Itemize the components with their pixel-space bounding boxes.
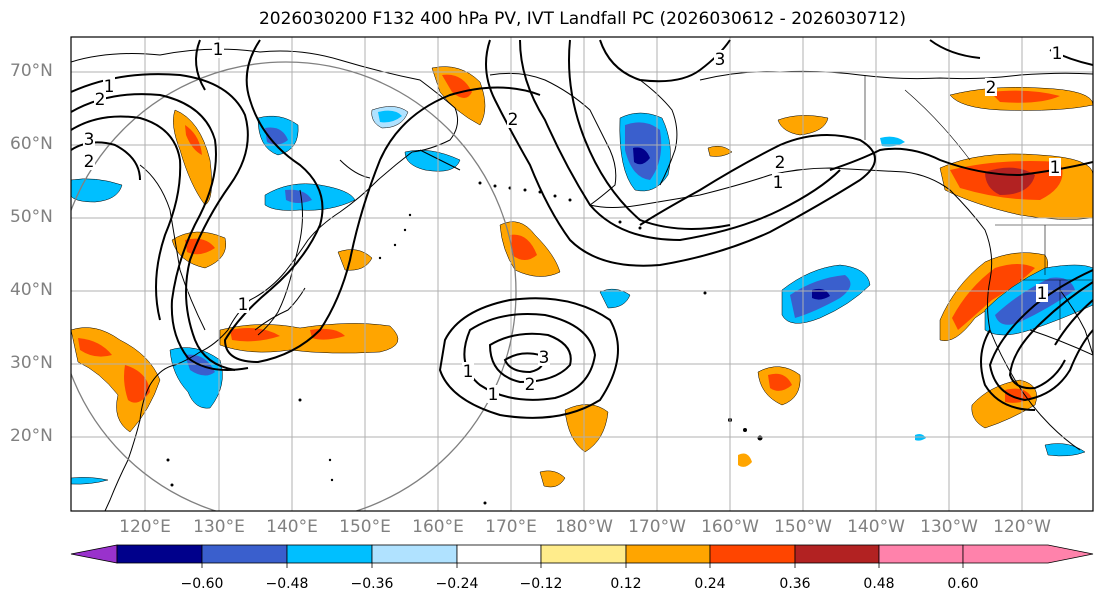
svg-text:1: 1	[238, 295, 249, 315]
lon-label: 150°W	[774, 517, 832, 537]
svg-text:2: 2	[84, 152, 95, 172]
coastline-layer	[71, 48, 1093, 511]
colorbar-extend-low	[70, 544, 118, 564]
contour-label: 2	[94, 90, 106, 110]
contour-label: 3	[538, 348, 550, 368]
svg-text:1: 1	[1050, 158, 1061, 178]
contour-label: 2	[774, 153, 786, 173]
range-circle	[71, 61, 517, 511]
lat-label: 30°N	[10, 353, 53, 373]
lon-label: 140°E	[266, 517, 318, 537]
lon-label: 130°E	[193, 517, 245, 537]
svg-text:1: 1	[213, 40, 224, 60]
contour-label: 1	[1049, 158, 1061, 178]
contour-label: 2	[985, 78, 997, 98]
gridline-layer	[71, 37, 1093, 511]
svg-text:1: 1	[1037, 284, 1048, 304]
pv-contour-layer	[71, 39, 1093, 419]
contour-label: 1	[487, 385, 499, 405]
colorbar-tick-label: 0.12	[610, 576, 642, 592]
lat-label: 20°N	[10, 426, 53, 446]
lon-label: 120°E	[119, 517, 171, 537]
contour-label: 1	[1051, 44, 1063, 64]
colorbar-ticks	[201, 563, 964, 568]
lat-label: 70°N	[10, 61, 53, 81]
colorbar-segment	[116, 544, 203, 564]
lon-label: 120°W	[993, 517, 1051, 537]
svg-text:2: 2	[508, 110, 519, 130]
svg-text:2: 2	[775, 153, 786, 173]
colorbar-segment	[201, 544, 288, 564]
contour-label: 2	[83, 152, 95, 172]
contour-label: 1	[1036, 284, 1048, 304]
contour-label: 1	[462, 362, 474, 382]
colorbar-segment	[456, 544, 542, 564]
lon-label: 170°E	[485, 517, 537, 537]
colorbar-tick-label: −0.24	[435, 576, 479, 592]
colorbar-tick-label: −0.36	[350, 576, 394, 592]
contour-label: 1	[772, 173, 784, 193]
colorbar-tick-label: −0.60	[180, 576, 224, 592]
colorbar-segment	[540, 544, 627, 564]
colorbar-segment	[794, 544, 880, 564]
contour-label-layer: 1 2 3 2 1 1 2 3 1 2 1 1 2 3 1 1 2 1	[83, 40, 1063, 405]
svg-text:3: 3	[539, 348, 550, 368]
lon-label: 140°W	[847, 517, 905, 537]
lat-label: 40°N	[10, 280, 53, 300]
contour-label: 2	[507, 110, 519, 130]
contour-label: 3	[714, 50, 726, 70]
contour-label: 2	[524, 375, 536, 395]
svg-text:2: 2	[95, 90, 106, 110]
lon-label: 130°W	[920, 517, 978, 537]
colorbar	[70, 544, 1094, 564]
svg-text:2: 2	[986, 78, 997, 98]
colorbar-segment	[709, 544, 796, 564]
colorbar-tick-label: −0.12	[519, 576, 563, 592]
colorbar-segment	[625, 544, 711, 564]
colorbar-segment	[286, 544, 373, 564]
svg-text:2: 2	[525, 375, 536, 395]
lon-label: 150°E	[339, 517, 391, 537]
svg-text:3: 3	[715, 50, 726, 70]
colorbar-segment	[371, 544, 458, 564]
figure-title: 2026030200 F132 400 hPa PV, IVT Landfall…	[258, 9, 906, 29]
contour-label: 1	[212, 40, 224, 60]
colorbar-tick-label: 0.36	[779, 576, 811, 592]
colorbar-tick-label: 0.60	[947, 576, 979, 592]
colorbar-tick-label: 0.24	[694, 576, 726, 592]
contour-label: 1	[237, 295, 249, 315]
colorbar-extend-high	[962, 544, 1094, 564]
contour-label: 3	[83, 130, 95, 150]
lat-label: 60°N	[10, 134, 53, 154]
lon-label: 160°W	[701, 517, 759, 537]
colorbar-tick-label: −0.48	[265, 576, 309, 592]
svg-text:3: 3	[84, 130, 95, 150]
svg-text:1: 1	[488, 385, 499, 405]
lat-label: 50°N	[10, 207, 53, 227]
svg-text:1: 1	[104, 77, 115, 97]
map-frame	[70, 36, 1094, 512]
lon-label: 170°W	[628, 517, 686, 537]
lon-label: 180°W	[555, 517, 613, 537]
svg-text:1: 1	[773, 173, 784, 193]
colorbar-segment	[878, 544, 964, 564]
lon-label: 160°E	[412, 517, 464, 537]
svg-text:1: 1	[463, 362, 474, 382]
colorbar-tick-label: 0.48	[863, 576, 895, 592]
svg-text:1: 1	[1052, 44, 1063, 64]
